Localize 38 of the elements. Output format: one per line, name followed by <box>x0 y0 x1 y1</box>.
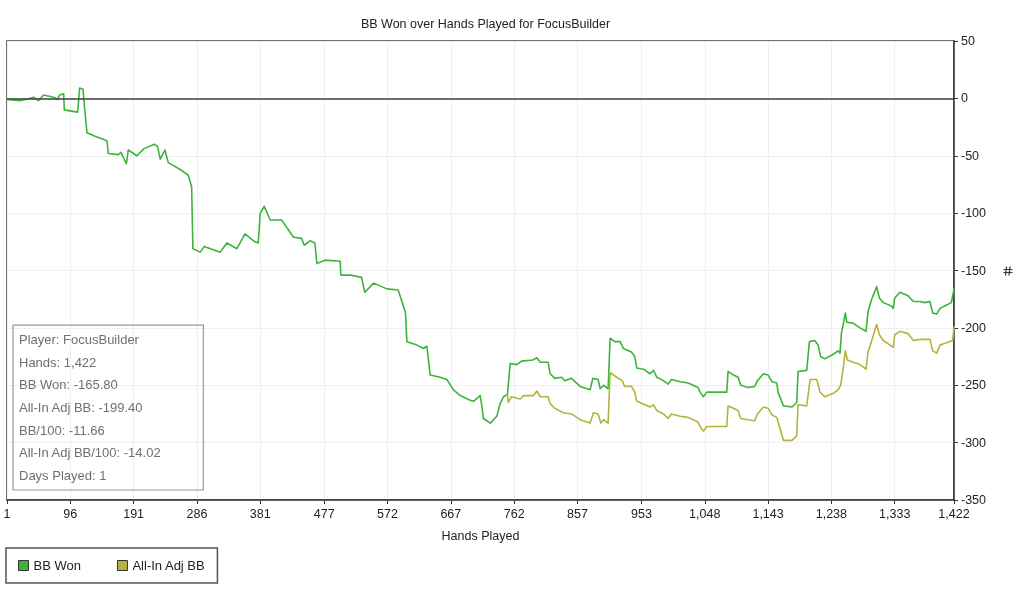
y-tick-label: -350 <box>961 493 987 507</box>
annotation: BB/100: -11.66 <box>19 422 105 438</box>
legend-label: BB Won <box>33 558 81 573</box>
x-tick-label: 572 <box>377 506 399 521</box>
x-tick-label: 1,422 <box>938 506 970 521</box>
y-tick-label: -300 <box>961 435 987 450</box>
annotation: Player: FocusBuilder <box>19 331 140 347</box>
chart-title: BB Won over Hands Played for FocusBuilder <box>360 16 611 31</box>
x-tick-label: 762 <box>503 506 525 521</box>
y-tick-label: -250 <box>961 378 987 393</box>
x-tick-label: 1,333 <box>879 506 911 521</box>
annotation: BB Won: -165.80 <box>19 377 118 393</box>
x-axis-title: Hands Played <box>441 528 520 543</box>
y-tick-label: 50 <box>961 34 975 48</box>
line-series <box>506 323 955 442</box>
x-tick-label: 1,238 <box>815 506 848 521</box>
annotation: Days Played: 1 <box>19 468 107 484</box>
x-tick-label: 1,048 <box>689 506 721 521</box>
annotation: Hands: 1,422 <box>19 354 97 370</box>
x-tick-label: 1 <box>3 506 11 521</box>
legend-label: All-In Adj BB <box>132 558 205 573</box>
x-tick-label: 953 <box>631 506 652 521</box>
x-tick-label: 477 <box>313 506 335 521</box>
x-tick-label: 1,143 <box>752 506 784 521</box>
y-tick-label: -100 <box>961 206 987 221</box>
x-tick-label: 381 <box>249 506 271 521</box>
y-tick-label: -50 <box>961 148 980 163</box>
annotation: All-In Adj BB/100: -14.02 <box>19 445 161 461</box>
line-series <box>6 87 955 424</box>
y-tick-label: 0 <box>961 91 968 106</box>
y-tick-label: -200 <box>961 320 987 335</box>
x-tick-label: 286 <box>186 506 208 521</box>
annotation: All-In Adj BB: -199.40 <box>19 400 143 416</box>
x-tick-label: 667 <box>440 506 462 521</box>
y-tick-label: -150 <box>961 263 987 278</box>
x-tick-label: 857 <box>567 506 588 521</box>
x-tick-label: 191 <box>123 506 145 521</box>
x-tick-label: 96 <box>63 506 78 521</box>
